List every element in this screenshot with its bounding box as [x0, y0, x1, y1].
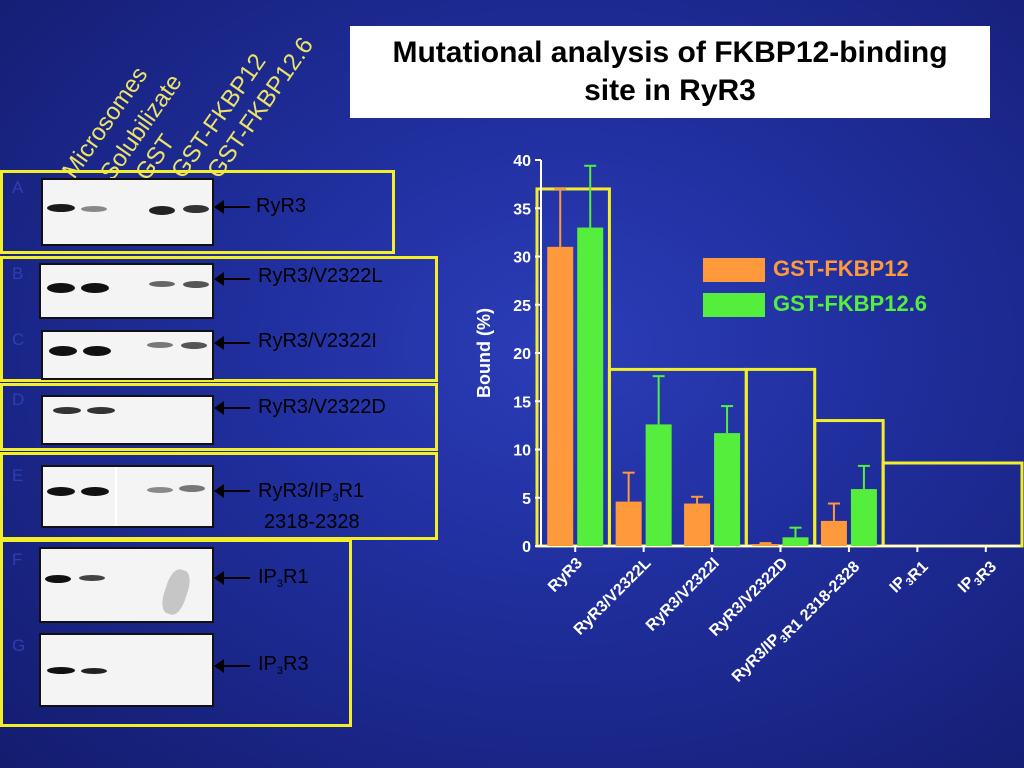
- y-tick-label: 35: [513, 201, 531, 218]
- arrow-f: [214, 571, 250, 585]
- legend-label-fkbp12: GST-FKBP12: [773, 256, 909, 281]
- label-ryr3-v2322l: RyR3/V2322L: [258, 265, 383, 287]
- bar-fkbp126: [645, 424, 672, 546]
- title-box: Mutational analysis of FKBP12-binding si…: [350, 26, 990, 118]
- blot-b: [39, 263, 214, 319]
- arrow-b: [214, 272, 250, 286]
- y-tick-label: 20: [513, 346, 531, 363]
- arrow-e: [214, 484, 250, 498]
- x-tick-label: RyR3: [545, 555, 586, 596]
- panel-letter-d: D: [12, 390, 25, 409]
- chart-group-frame: [881, 461, 1024, 548]
- bar-fkbp126: [850, 489, 877, 546]
- bar-fkbp12: [752, 544, 779, 546]
- label-ryr3-v2322i: RyR3/V2322I: [258, 330, 377, 352]
- blot-f: [39, 547, 214, 623]
- arrow-d: [214, 401, 250, 415]
- label-ryr3: RyR3: [256, 195, 307, 217]
- bar-fkbp126: [577, 227, 604, 547]
- bar-fkbp12: [684, 503, 711, 546]
- panel-d-frame: [0, 383, 438, 451]
- label-ryr3-ip3r1: RyR3/IP3R1: [258, 480, 365, 504]
- panel-e-frame: [0, 452, 438, 540]
- blot-a: [41, 178, 214, 246]
- y-axis-label: Bound (%): [474, 308, 494, 398]
- bar-fkbp12: [547, 246, 574, 546]
- blot-e: [41, 465, 214, 528]
- page-title: Mutational analysis of FKBP12-binding si…: [392, 36, 948, 107]
- legend-label-fkbp126: GST-FKBP12.6: [773, 291, 928, 316]
- panel-letter-b: B: [12, 264, 24, 283]
- y-tick-label: 0: [522, 539, 531, 556]
- arrow-g: [214, 659, 250, 673]
- x-tick-label: IP3R3: [955, 555, 1000, 600]
- panel-fg-frame: [0, 539, 352, 727]
- panel-bc-frame: [0, 256, 438, 382]
- panel-letter-g: G: [12, 636, 26, 655]
- panel-letter-e: E: [12, 466, 24, 485]
- y-tick-label: 5: [522, 491, 531, 508]
- arrow-a: [214, 200, 250, 214]
- panel-letter-f: F: [12, 550, 23, 569]
- x-tick-label: IP3R1: [887, 555, 932, 600]
- bar-fkbp126: [714, 433, 741, 546]
- legend-swatch-fkbp126: [703, 293, 765, 317]
- panel-letter-a: A: [12, 178, 24, 197]
- label-ip3r1: IP3R1: [258, 566, 309, 590]
- blot-d: [41, 395, 214, 445]
- blot-g: [39, 633, 214, 707]
- y-tick-label: 25: [513, 298, 531, 315]
- bar-fkbp12: [615, 501, 642, 546]
- label-ryr3-ip3r1-range: 2318-2328: [264, 511, 360, 533]
- blot-c: [41, 330, 214, 380]
- label-ryr3-v2322d: RyR3/V2322D: [258, 396, 386, 418]
- bar-fkbp126: [782, 537, 809, 546]
- y-tick-label: 40: [513, 153, 531, 170]
- bar-fkbp12: [820, 520, 847, 546]
- chart-group-frame: [744, 367, 817, 548]
- label-ip3r3: IP3R3: [258, 653, 309, 677]
- y-tick-label: 10: [513, 443, 531, 460]
- panel-a-frame: [0, 170, 395, 254]
- y-tick-label: 15: [513, 394, 531, 411]
- x-tick-label: RyR3/IP3R1 2318-2328: [729, 555, 863, 689]
- y-tick-label: 30: [513, 250, 531, 267]
- legend-swatch-fkbp12: [703, 258, 765, 282]
- panel-letter-c: C: [12, 330, 25, 349]
- arrow-c: [214, 336, 250, 350]
